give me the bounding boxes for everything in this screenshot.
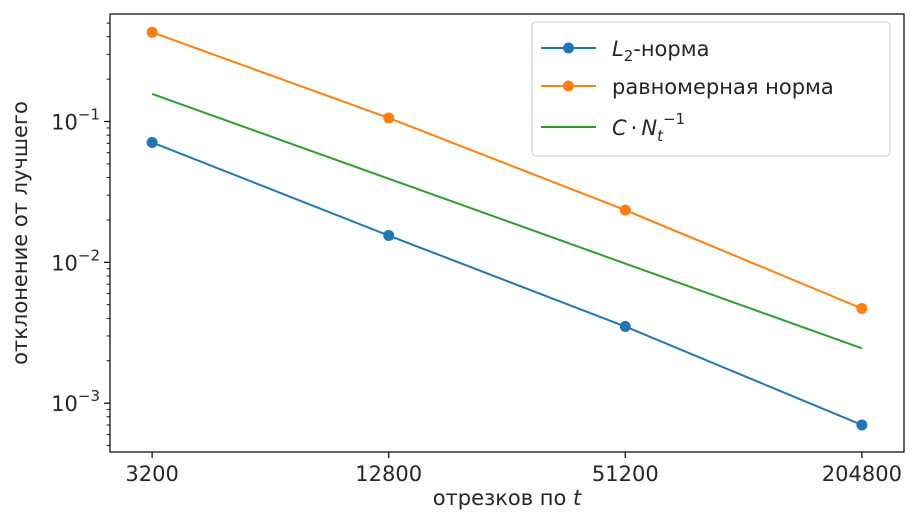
legend-label-uniform: равномерная норма [612,75,834,99]
data-point-0-0 [146,136,158,148]
x-tick-label-0: 3200 [125,462,178,486]
legend-label-reference: C · Nt−1 [612,110,685,145]
x-axis-label-text: отрезков по [433,486,573,510]
y-tick-label-1: 10−2 [51,246,100,275]
data-point-0-2 [619,321,631,333]
legend-ref-sub: t [657,127,664,145]
legend-label-l2: L2-норма [612,37,709,65]
data-point-1-3 [856,303,868,315]
x-tick-label-3: 204800 [822,462,902,486]
x-tick-label-1: 12800 [355,462,422,486]
legend-ref-sup: −1 [663,110,685,128]
legend-entry-reference: C · Nt−1 [541,110,685,145]
data-point-1-1 [383,112,395,124]
y-tick-label-2: 10−1 [51,106,100,135]
y-axis-label: отклонение от лучшего [8,101,32,365]
series-line-1 [151,31,863,310]
plot-frame [109,13,905,453]
legend-ref-dot: · [631,116,638,140]
axis-ticks: 3200 12800 51200 204800 10−3 10−2 10−1 [51,22,902,486]
legend-ref-c: C [612,116,627,140]
legend-marker-uniform [563,80,574,92]
data-point-1-2 [619,204,631,216]
legend-box [531,21,891,157]
legend-marker-l2 [563,42,574,54]
data-point-0-1 [383,230,395,242]
legend-l2-rest: -норма [633,37,709,61]
x-axis-label-var: t [573,486,582,510]
legend-l2-sub: 2 [624,47,634,65]
series-line-2 [151,92,863,350]
data-point-1-0 [146,26,158,38]
x-tick-label-2: 51200 [592,462,659,486]
data-point-0-3 [856,419,868,431]
series-line-0 [151,141,863,426]
legend-entry-uniform: равномерная норма [541,75,834,99]
legend-ref-n: N [641,116,657,140]
x-axis-label: отрезков по t [433,486,582,510]
plot-area [146,26,868,431]
legend-entry-l2: L2-норма [541,37,709,65]
legend: L2-норма равномерная норма C · Nt−1 [531,21,891,157]
legend-l2-main: L [612,37,624,61]
y-tick-label-0: 10−3 [51,387,100,416]
